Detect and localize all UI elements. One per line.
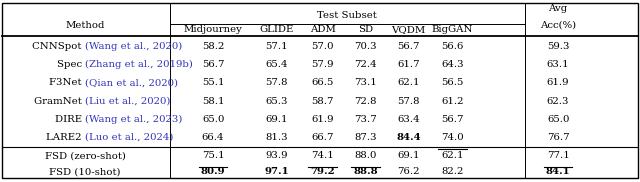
- Text: 56.7: 56.7: [202, 60, 225, 69]
- Text: VQDM: VQDM: [391, 25, 426, 34]
- Text: 84.1: 84.1: [546, 167, 570, 177]
- Text: (Wang et al., 2020): (Wang et al., 2020): [85, 42, 182, 51]
- Text: 66.7: 66.7: [311, 133, 334, 142]
- Text: Spec: Spec: [57, 60, 85, 69]
- Text: 58.2: 58.2: [202, 42, 224, 51]
- Text: 76.7: 76.7: [547, 133, 570, 142]
- Text: 61.9: 61.9: [311, 115, 334, 124]
- Text: 87.3: 87.3: [354, 133, 377, 142]
- Text: 97.1: 97.1: [264, 167, 289, 177]
- Text: 69.1: 69.1: [265, 115, 288, 124]
- Text: Midjourney: Midjourney: [184, 25, 243, 34]
- Text: (Luo et al., 2024): (Luo et al., 2024): [85, 133, 173, 142]
- Text: (Zhang et al., 2019b): (Zhang et al., 2019b): [85, 60, 193, 69]
- Text: 55.1: 55.1: [202, 78, 225, 87]
- Text: ADM: ADM: [310, 25, 335, 34]
- Text: 61.9: 61.9: [547, 78, 570, 87]
- Text: 88.8: 88.8: [353, 167, 378, 177]
- Text: 57.8: 57.8: [397, 96, 420, 106]
- Text: (Liu et al., 2020): (Liu et al., 2020): [85, 96, 170, 106]
- Text: FSD (zero-shot): FSD (zero-shot): [45, 151, 125, 160]
- Text: 62.1: 62.1: [441, 151, 464, 160]
- Text: 80.9: 80.9: [201, 167, 225, 177]
- Text: 56.5: 56.5: [442, 78, 463, 87]
- Text: GLIDE: GLIDE: [259, 25, 294, 34]
- Text: 63.1: 63.1: [547, 60, 570, 69]
- Text: 65.0: 65.0: [202, 115, 224, 124]
- Text: Avg: Avg: [548, 4, 568, 13]
- Text: 79.2: 79.2: [310, 167, 335, 177]
- Text: 84.4: 84.4: [396, 133, 420, 142]
- Text: 88.0: 88.0: [355, 151, 376, 160]
- Text: 57.9: 57.9: [311, 60, 334, 69]
- Text: 69.1: 69.1: [397, 151, 420, 160]
- Text: F3Net: F3Net: [49, 78, 85, 87]
- Text: 56.7: 56.7: [441, 115, 464, 124]
- Text: 70.3: 70.3: [354, 42, 377, 51]
- Text: 66.5: 66.5: [312, 78, 333, 87]
- Text: 73.1: 73.1: [354, 78, 377, 87]
- Text: DIRE: DIRE: [55, 115, 85, 124]
- Text: 56.7: 56.7: [397, 42, 420, 51]
- Text: 65.4: 65.4: [265, 60, 288, 69]
- Text: Method: Method: [65, 21, 105, 30]
- Text: 62.1: 62.1: [397, 78, 420, 87]
- Text: 64.3: 64.3: [441, 60, 464, 69]
- Text: 77.1: 77.1: [547, 151, 570, 160]
- Text: 57.0: 57.0: [311, 42, 334, 51]
- Text: 66.4: 66.4: [202, 133, 225, 142]
- Text: 76.2: 76.2: [397, 167, 420, 177]
- Text: BigGAN: BigGAN: [432, 25, 473, 34]
- Text: 72.8: 72.8: [354, 96, 377, 106]
- Text: GramNet: GramNet: [34, 96, 85, 106]
- Text: Acc(%): Acc(%): [540, 20, 576, 29]
- Text: 74.1: 74.1: [311, 151, 334, 160]
- Text: LARE2: LARE2: [46, 133, 85, 142]
- Text: 65.0: 65.0: [547, 115, 569, 124]
- Text: 57.1: 57.1: [265, 42, 288, 51]
- Text: CNNSpot: CNNSpot: [33, 42, 85, 51]
- Text: Test Subset: Test Subset: [317, 11, 377, 20]
- Text: 73.7: 73.7: [354, 115, 377, 124]
- Text: 57.8: 57.8: [265, 78, 288, 87]
- Text: 81.3: 81.3: [265, 133, 288, 142]
- Text: (Wang et al., 2023): (Wang et al., 2023): [85, 115, 182, 124]
- Text: 58.1: 58.1: [202, 96, 225, 106]
- Text: 61.7: 61.7: [397, 60, 420, 69]
- Text: FSD (10-shot): FSD (10-shot): [49, 167, 121, 177]
- Text: 82.2: 82.2: [442, 167, 463, 177]
- Text: 59.3: 59.3: [547, 42, 570, 51]
- Text: 56.6: 56.6: [442, 42, 463, 51]
- Text: 65.3: 65.3: [265, 96, 288, 106]
- Text: 75.1: 75.1: [202, 151, 225, 160]
- Text: 93.9: 93.9: [265, 151, 288, 160]
- Text: 58.7: 58.7: [311, 96, 334, 106]
- Text: SD: SD: [358, 25, 373, 34]
- Text: 72.4: 72.4: [354, 60, 377, 69]
- Text: (Qian et al., 2020): (Qian et al., 2020): [85, 78, 178, 87]
- Text: 62.3: 62.3: [547, 96, 570, 106]
- Text: 74.0: 74.0: [441, 133, 464, 142]
- Text: 63.4: 63.4: [397, 115, 420, 124]
- Text: 61.2: 61.2: [441, 96, 464, 106]
